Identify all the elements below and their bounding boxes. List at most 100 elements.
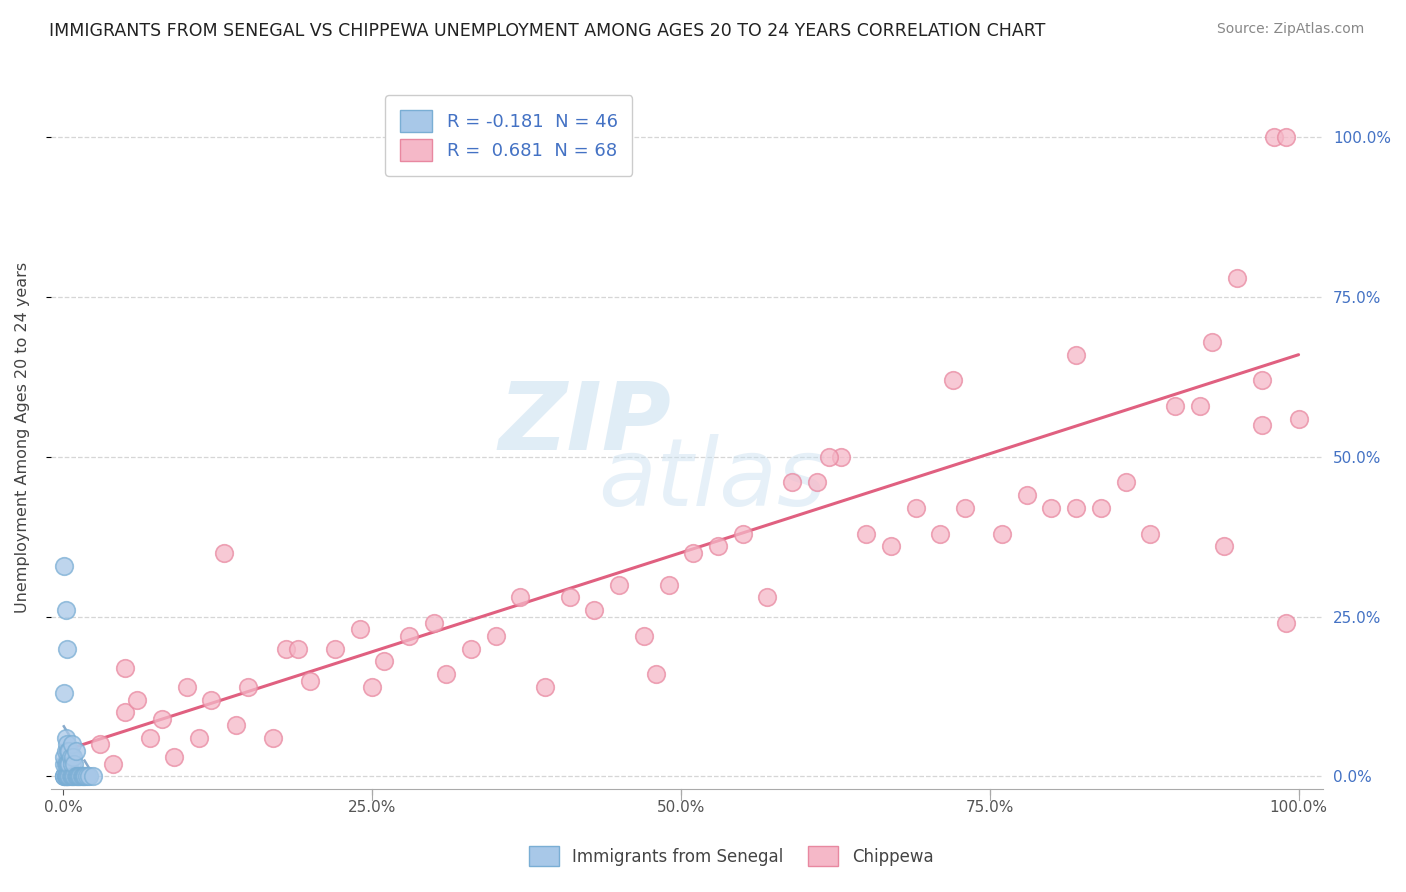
Legend: R = -0.181  N = 46, R =  0.681  N = 68: R = -0.181 N = 46, R = 0.681 N = 68 xyxy=(385,95,633,176)
Point xyxy=(1263,130,1285,145)
Point xyxy=(583,603,606,617)
Point xyxy=(65,769,87,783)
Point xyxy=(55,769,77,783)
Point xyxy=(225,718,247,732)
Point xyxy=(274,641,297,656)
Point xyxy=(63,769,86,783)
Point xyxy=(904,501,927,516)
Point xyxy=(53,769,76,783)
Point xyxy=(56,769,79,783)
Point xyxy=(60,738,83,752)
Point xyxy=(200,692,222,706)
Point xyxy=(262,731,284,745)
Point xyxy=(1064,501,1087,516)
Point xyxy=(1015,488,1038,502)
Point xyxy=(75,769,97,783)
Legend: Immigrants from Senegal, Chippewa: Immigrants from Senegal, Chippewa xyxy=(520,838,942,875)
Point xyxy=(731,526,754,541)
Point xyxy=(53,769,76,783)
Point xyxy=(56,756,79,771)
Text: IMMIGRANTS FROM SENEGAL VS CHIPPEWA UNEMPLOYMENT AMONG AGES 20 TO 24 YEARS CORRE: IMMIGRANTS FROM SENEGAL VS CHIPPEWA UNEM… xyxy=(49,22,1046,40)
Point xyxy=(101,756,124,771)
Point xyxy=(53,558,76,573)
Text: ZIP: ZIP xyxy=(499,377,672,470)
Point xyxy=(707,540,730,554)
Point xyxy=(880,540,903,554)
Point xyxy=(114,661,136,675)
Point xyxy=(1139,526,1161,541)
Point xyxy=(1275,615,1298,630)
Point xyxy=(780,475,803,490)
Point xyxy=(53,750,76,764)
Point xyxy=(138,731,160,745)
Point xyxy=(349,623,371,637)
Point xyxy=(150,712,173,726)
Point xyxy=(212,546,235,560)
Point xyxy=(953,501,976,516)
Point xyxy=(62,769,84,783)
Point xyxy=(176,680,198,694)
Point xyxy=(1201,334,1223,349)
Point xyxy=(1275,130,1298,145)
Point xyxy=(56,756,79,771)
Point xyxy=(66,769,89,783)
Point xyxy=(55,731,77,745)
Point xyxy=(238,680,260,694)
Point xyxy=(127,692,149,706)
Point xyxy=(67,769,90,783)
Point xyxy=(55,603,77,617)
Point xyxy=(633,629,655,643)
Point xyxy=(1188,399,1211,413)
Point xyxy=(56,641,79,656)
Point xyxy=(299,673,322,688)
Point xyxy=(534,680,557,694)
Point xyxy=(77,769,100,783)
Point xyxy=(58,744,80,758)
Point xyxy=(657,577,679,591)
Point xyxy=(1090,501,1112,516)
Point xyxy=(645,667,668,681)
Point xyxy=(942,373,965,387)
Point xyxy=(1288,411,1310,425)
Point xyxy=(56,769,79,783)
Point xyxy=(423,615,446,630)
Point xyxy=(56,738,79,752)
Point xyxy=(114,706,136,720)
Point xyxy=(82,769,104,783)
Point xyxy=(55,744,77,758)
Point xyxy=(323,641,346,656)
Point xyxy=(1115,475,1137,490)
Point xyxy=(63,756,86,771)
Point xyxy=(398,629,420,643)
Point xyxy=(929,526,952,541)
Point xyxy=(58,756,80,771)
Point xyxy=(1064,348,1087,362)
Point xyxy=(484,629,506,643)
Point xyxy=(66,769,89,783)
Point xyxy=(60,756,83,771)
Point xyxy=(73,769,96,783)
Point xyxy=(55,756,77,771)
Point xyxy=(1250,373,1272,387)
Point xyxy=(56,744,79,758)
Point xyxy=(60,769,83,783)
Point xyxy=(373,654,395,668)
Point xyxy=(1213,540,1236,554)
Point xyxy=(756,591,779,605)
Y-axis label: Unemployment Among Ages 20 to 24 years: Unemployment Among Ages 20 to 24 years xyxy=(15,262,30,614)
Point xyxy=(361,680,384,694)
Point xyxy=(89,738,111,752)
Point xyxy=(1040,501,1063,516)
Point xyxy=(58,769,80,783)
Point xyxy=(830,450,852,464)
Point xyxy=(72,769,94,783)
Point xyxy=(55,769,77,783)
Point xyxy=(460,641,482,656)
Point xyxy=(509,591,531,605)
Point xyxy=(558,591,581,605)
Point xyxy=(855,526,877,541)
Point xyxy=(65,744,87,758)
Point xyxy=(70,769,93,783)
Point xyxy=(1164,399,1187,413)
Point xyxy=(53,686,76,700)
